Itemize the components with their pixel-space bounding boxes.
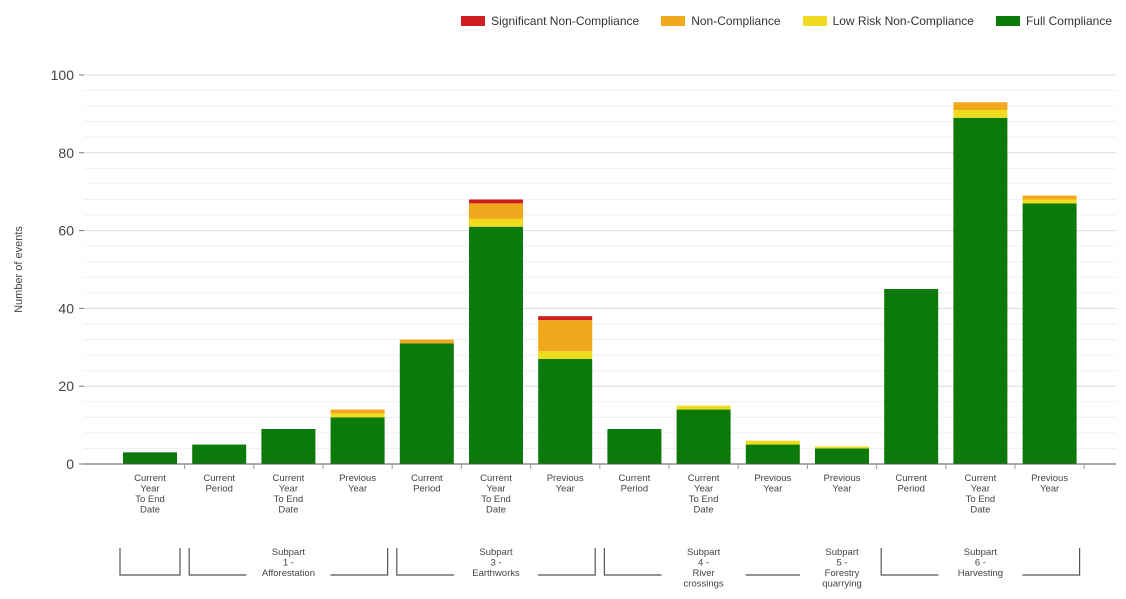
bar-segment-full-compliance [676,409,731,464]
y-axis-label: Number of events [13,226,25,313]
bar-segment-non-compliance [469,203,523,219]
legend-item-full-compliance: Full Compliance [995,14,1112,28]
bar-segment-full-compliance [469,226,523,464]
x-tick-label: Previous Year [339,473,376,495]
legend-swatch [461,16,486,26]
group-label: Subpart 1 -Afforestation [262,547,315,579]
bar-segment-full-compliance [953,117,1008,464]
x-tick-label: Previous Year [824,473,861,495]
bar-segment-low-risk-non-compliance [676,405,731,410]
legend-label: Significant Non-Compliance [491,14,640,28]
legend-item-non-compliance: Non-Compliance [661,14,781,28]
y-tick-label: 100 [51,67,75,83]
chart-legend: Significant Non-Compliance Non-Compliance… [461,14,1112,28]
legend-item-low-risk-non-compliance: Low Risk Non-Compliance [802,14,974,28]
bar-segment-full-compliance [330,417,385,464]
bar-segment-non-compliance [1022,195,1077,200]
y-tick-label: 80 [58,145,74,161]
bar-segment-full-compliance [815,448,869,464]
bar-segment-full-compliance [607,428,662,464]
bar-segment-full-compliance [884,288,939,464]
bar-segment-low-risk-non-compliance [538,351,593,359]
x-tick-label: Current Year To End Date [688,473,720,516]
group-label: Subpart 4 -River crossings [684,547,724,590]
group-label-bg [454,545,538,599]
x-tick-label: Previous Year [754,473,791,495]
legend-swatch [802,16,827,26]
bar-segment-full-compliance [1022,203,1077,464]
x-tick-label: Current Period [619,473,651,495]
group-label: Subpart 5 -Forestry quarrying [822,547,862,590]
y-tick-label: 0 [66,456,74,472]
bar-segment-full-compliance [261,428,316,464]
bar-segment-full-compliance [538,358,593,464]
legend-swatch [995,16,1020,26]
legend-swatch [661,16,686,26]
legend-label: Non-Compliance [691,14,781,28]
bar-segment-non-compliance [953,102,1008,111]
y-tick-label: 60 [58,223,74,239]
bar-segment-full-compliance [745,444,800,464]
bar-segment-low-risk-non-compliance [815,446,869,449]
x-tick-label: Previous Year [547,473,584,495]
bar-segment-low-risk-non-compliance [745,440,800,445]
x-tick-label: Current Year To End Date [965,473,997,516]
bar-segment-non-compliance [399,339,454,344]
group-label: Subpart 6 -Harvesting [958,547,1003,579]
x-tick-label: Previous Year [1031,473,1068,495]
bar-segment-full-compliance [399,343,454,464]
x-tick-label: Current Period [895,473,927,495]
legend-label: Low Risk Non-Compliance [832,14,974,28]
bar-segment-significant-non-compliance [469,199,523,204]
bar-segment-low-risk-non-compliance [953,110,1008,118]
bar-segment-low-risk-non-compliance [330,413,385,418]
group-label-bg [661,545,746,599]
y-tick-label: 40 [58,300,74,316]
legend-item-significant-non-compliance: Significant Non-Compliance [461,14,639,28]
bar-segment-non-compliance [330,409,385,414]
bar-segment-low-risk-non-compliance [1022,199,1077,204]
x-tick-label: Current Period [411,473,443,495]
x-tick-label: Current Period [203,473,235,495]
group-label: Subpart 3 -Earthworks [472,547,520,579]
group-label-bg [246,545,331,599]
bar-segment-significant-non-compliance [538,316,593,321]
y-tick-label: 20 [58,378,74,394]
legend-label: Full Compliance [1025,14,1112,28]
x-tick-label: Current Year To End Date [134,473,166,516]
bar-segment-full-compliance [192,444,247,464]
bar-segment-non-compliance [538,320,593,352]
group-bracket [119,548,181,576]
group-label-bg [938,545,1023,599]
bar-segment-low-risk-non-compliance [469,218,523,227]
group-label-bg [800,545,884,599]
x-tick-label: Current Year To End Date [480,473,512,516]
x-tick-label: Current Year To End Date [273,473,305,516]
bar-segment-full-compliance [123,452,177,464]
